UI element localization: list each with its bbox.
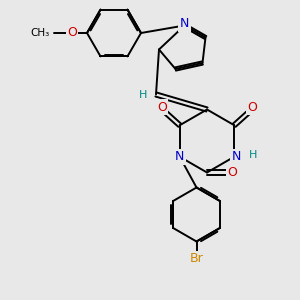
Text: H: H	[249, 150, 257, 160]
Text: N: N	[175, 150, 184, 163]
Text: O: O	[228, 166, 237, 179]
Text: Br: Br	[190, 252, 203, 266]
Text: O: O	[67, 26, 77, 40]
Text: H: H	[139, 89, 148, 100]
Text: O: O	[157, 101, 167, 114]
Text: O: O	[247, 101, 257, 114]
Text: N: N	[232, 150, 242, 163]
Text: CH₃: CH₃	[30, 28, 50, 38]
Text: N: N	[180, 17, 189, 31]
